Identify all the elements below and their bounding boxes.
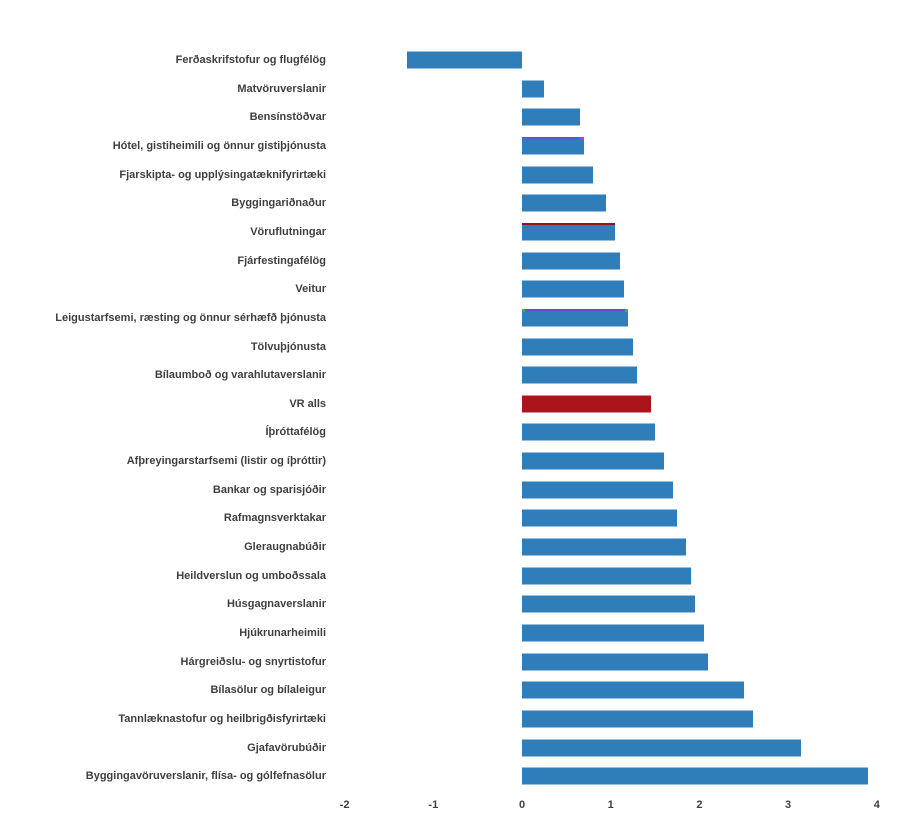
- bar: [522, 567, 691, 585]
- category-label: Bílasölur og bílaleigur: [210, 684, 326, 697]
- x-axis-tick-label: -1: [428, 799, 439, 811]
- category-label: Hárgreiðslu- og snyrtistofur: [180, 655, 326, 668]
- category-label: Byggingavöruverslanir, flísa- og gólfefn…: [85, 770, 326, 783]
- category-label: Leigustarfsemi, ræsting og önnur sérhæfð…: [55, 311, 326, 324]
- bar: [522, 108, 580, 126]
- bar: [522, 681, 744, 699]
- category-label: Ferðaskrifstofur og flugfélög: [175, 54, 326, 66]
- bar: [522, 452, 664, 470]
- bar: [522, 767, 868, 785]
- category-label: Bensínstöðvar: [249, 111, 326, 124]
- category-label: Heildverslun og umboðssala: [176, 569, 326, 582]
- x-axis-tick-label: -2: [339, 799, 350, 811]
- bar: [522, 252, 620, 270]
- category-label: Byggingariðnaður: [231, 197, 326, 210]
- bar-accent-dot: [581, 136, 585, 140]
- bar: [522, 223, 616, 241]
- bar: [522, 423, 656, 441]
- category-label: Fjárfestingafélög: [237, 254, 326, 267]
- category-label: Bílaumboð og varahlutaverslanir: [154, 369, 326, 382]
- bar: [522, 538, 687, 556]
- bar-accent-dot: [522, 308, 525, 312]
- x-axis-tick-label: 2: [696, 799, 703, 811]
- category-label-highlighted: VR alls: [289, 397, 326, 410]
- bar: [522, 653, 709, 671]
- category-label: Hótel, gistiheimili og önnur gistiþjónus…: [112, 139, 326, 152]
- bar: [522, 194, 607, 212]
- x-axis-tick-label: 1: [607, 799, 614, 811]
- category-label: Gjafavörubúðir: [247, 741, 326, 754]
- category-label: Afþreyingarstarfsemi (listir og íþróttir…: [126, 455, 326, 468]
- bar-accent-line: [522, 309, 629, 312]
- bar: [522, 338, 633, 355]
- bar-accent-dot: [625, 308, 629, 312]
- bar-accent-line: [522, 223, 616, 226]
- category-label: Tölvuþjónusta: [250, 340, 326, 353]
- category-label: Fjarskipta- og upplýsingatæknifyrirtæki: [119, 168, 326, 181]
- category-label: Hjúkrunarheimili: [239, 627, 326, 639]
- bar: [522, 624, 704, 642]
- x-axis-tick-label: 3: [785, 799, 792, 811]
- category-label: Íþróttafélög: [265, 426, 327, 439]
- bar: [522, 739, 802, 757]
- category-label: Bankar og sparisjóðir: [212, 483, 326, 496]
- category-label: Gleraugnabúðir: [244, 541, 326, 554]
- bar: [406, 51, 522, 69]
- category-label: Tannlæknastofur og heilbrigðisfyrirtæki: [118, 712, 326, 725]
- highlighted-bar: [522, 395, 651, 413]
- bar: [522, 280, 624, 298]
- bar: [522, 309, 629, 327]
- category-label: Húsgagnaverslanir: [226, 598, 326, 611]
- bar: [522, 166, 593, 184]
- x-axis-tick-label: 0: [518, 799, 526, 811]
- category-label: Vöruflutningar: [250, 225, 326, 238]
- category-label: Rafmagnsverktakar: [223, 512, 326, 525]
- category-label: Veitur: [295, 283, 326, 296]
- bar: [522, 595, 695, 613]
- bar: [522, 509, 678, 527]
- bar: [522, 366, 638, 384]
- x-axis-tick-label: 4: [873, 799, 880, 811]
- bar: [522, 710, 753, 728]
- bar: [522, 137, 585, 155]
- category-label: Matvöruverslanir: [237, 82, 326, 95]
- bar: [522, 481, 673, 499]
- bar-accent-line: [522, 137, 585, 140]
- bar: [522, 80, 545, 98]
